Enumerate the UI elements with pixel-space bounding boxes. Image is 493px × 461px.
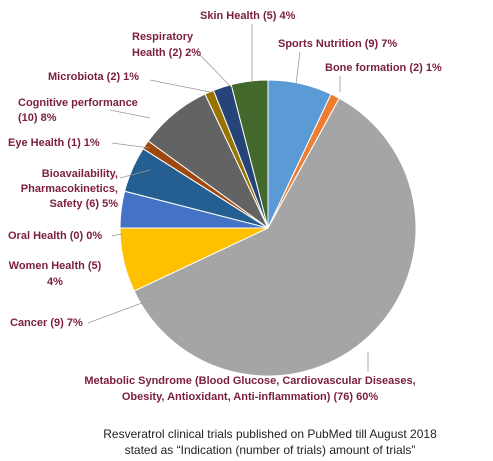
leader-line xyxy=(295,51,301,85)
leader-line xyxy=(149,79,211,93)
slice-label: Oral Health (0) 0% xyxy=(8,230,102,242)
slice-label: Metabolic Syndrome (Blood Glucose, Cardi… xyxy=(84,375,415,387)
slice-label: (10) 8% xyxy=(18,112,57,124)
leader-line xyxy=(87,299,151,324)
leader-line xyxy=(111,233,123,237)
caption: Resveratrol clinical trials published on… xyxy=(103,427,437,441)
leader-line xyxy=(199,54,233,89)
slice-label: Respiratory xyxy=(132,31,194,43)
leader-line xyxy=(109,109,151,119)
slice-label: Safety (6) 5% xyxy=(50,198,119,210)
caption: stated as “Indication (number of trials)… xyxy=(125,443,416,457)
slice-label: Eye Health (1) 1% xyxy=(8,137,100,149)
slice-label: Obesity, Antioxidant, Anti-inflammation)… xyxy=(122,391,379,403)
slice-label: Skin Health (5) 4% xyxy=(200,10,296,22)
slice-label: 4% xyxy=(47,276,63,288)
leader-line xyxy=(119,169,151,179)
slice-label: Health (2) 2% xyxy=(132,47,201,59)
slice-label: Cancer (9) 7% xyxy=(10,317,83,329)
slice-label: Women Health (5) xyxy=(9,260,102,272)
pie-slice xyxy=(230,79,269,229)
slice-label: Pharmacokinetics, xyxy=(21,183,118,195)
leader-line xyxy=(111,142,151,149)
slice-label: Bone formation (2) 1% xyxy=(325,62,442,74)
slice-label: Bioavailability, xyxy=(42,168,118,180)
slice-label: Sports Nutrition (9) 7% xyxy=(278,38,397,50)
slice-label: Cognitive performance xyxy=(18,97,138,109)
pie-slice xyxy=(133,97,417,377)
slice-label: Microbiota (2) 1% xyxy=(48,71,139,83)
